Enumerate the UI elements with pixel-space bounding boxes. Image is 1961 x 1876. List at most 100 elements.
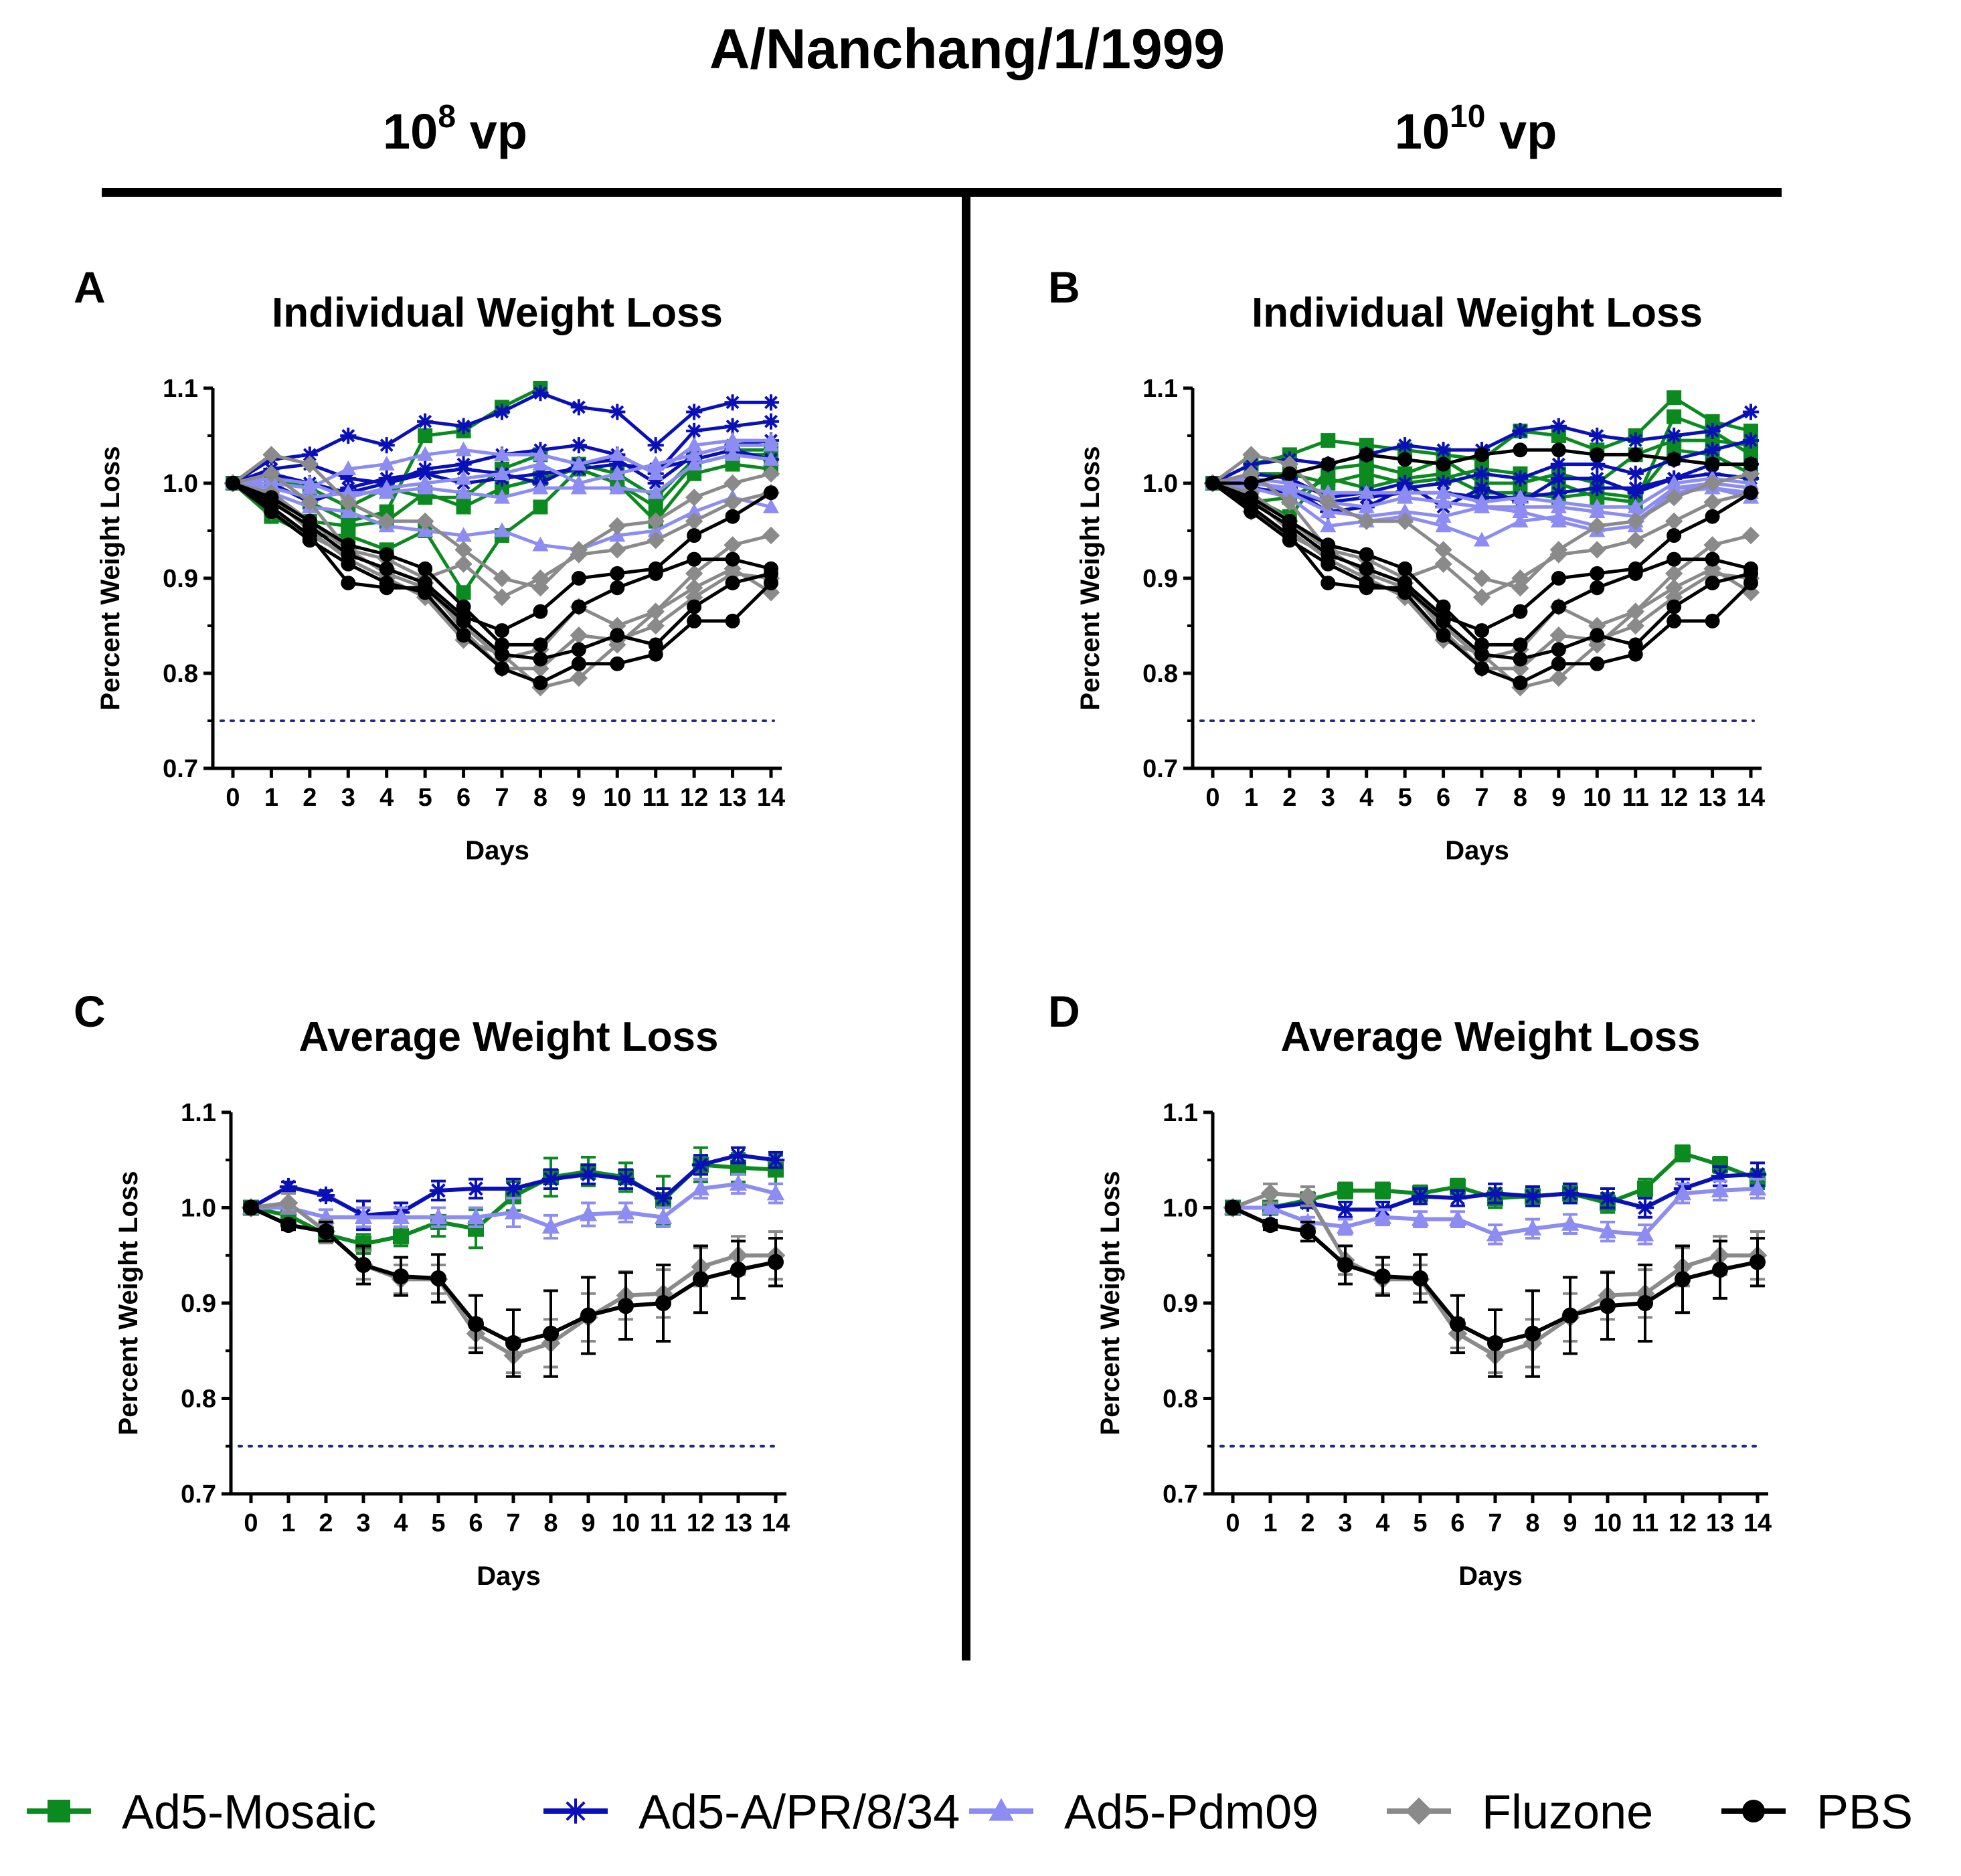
y-tick-label: 1.1 (163, 375, 198, 403)
data-point (1637, 1181, 1653, 1197)
data-point (1358, 498, 1375, 513)
x-tick-label: 3 (341, 784, 355, 812)
y-tick-label: 0.9 (1163, 1290, 1198, 1318)
data-point (1395, 512, 1414, 530)
data-point (1590, 656, 1605, 671)
x-tick-label: 6 (1436, 784, 1450, 812)
data-point (1742, 432, 1760, 449)
data-point (1525, 1325, 1541, 1342)
data-point (571, 571, 586, 586)
data-point (1589, 427, 1606, 444)
data-point (533, 651, 548, 667)
legend-marker (1742, 1800, 1765, 1822)
data-point (493, 569, 511, 588)
x-tick-label: 12 (680, 784, 708, 812)
data-point (1242, 464, 1260, 483)
data-point (1667, 452, 1682, 467)
x-tick-label: 5 (1413, 1509, 1427, 1537)
data-point (571, 642, 586, 657)
data-point (1397, 437, 1414, 454)
data-point (1627, 498, 1644, 513)
data-point (1626, 616, 1644, 635)
data-point (762, 498, 780, 513)
data-point (647, 484, 664, 499)
data-point (454, 541, 473, 559)
data-point (570, 669, 588, 687)
data-point (1357, 512, 1375, 530)
x-tick-label: 6 (468, 1509, 483, 1537)
x-tick-label: 12 (1660, 784, 1688, 812)
data-point (1280, 493, 1299, 511)
data-point (768, 1254, 784, 1270)
data-point (429, 1181, 448, 1200)
legend-item-ad5-pdm09: Ad5-Pdm09 (969, 1786, 1318, 1839)
data-point (466, 1179, 485, 1198)
data-point (1703, 493, 1721, 511)
data-point (1448, 1189, 1467, 1207)
x-tick-label: 0 (1205, 784, 1219, 812)
panel-letter-d: D (1048, 987, 1080, 1036)
data-point (466, 1207, 485, 1224)
data-point (532, 446, 549, 461)
data-point (1397, 484, 1414, 499)
data-point (1320, 471, 1336, 486)
data-point (762, 436, 780, 452)
data-point (1705, 509, 1720, 524)
data-point (416, 512, 434, 530)
x-tick-label: 1 (281, 1509, 295, 1537)
data-point (685, 564, 703, 583)
data-point (543, 1325, 559, 1342)
data-point (580, 1307, 596, 1324)
data-point (766, 1184, 785, 1201)
data-point (610, 580, 625, 596)
data-point (541, 1170, 560, 1188)
x-tick-label: 3 (356, 1509, 370, 1537)
data-point (417, 413, 434, 430)
y-tick-label: 0.7 (181, 1480, 216, 1509)
data-point (456, 499, 471, 515)
data-point (456, 599, 471, 614)
x-tick-label: 2 (1300, 1509, 1314, 1537)
data-point (1667, 390, 1682, 406)
data-point (1704, 442, 1721, 458)
data-point (378, 455, 395, 471)
data-point (493, 404, 511, 420)
x-tick-label: 13 (1698, 784, 1726, 812)
x-axis-label: Days (1445, 836, 1509, 865)
y-tick-label: 0.9 (181, 1290, 216, 1318)
data-point (654, 1207, 673, 1224)
data-point (1512, 422, 1529, 439)
data-point (1486, 1225, 1505, 1242)
data-point (618, 1298, 634, 1314)
data-point (1626, 512, 1644, 530)
data-point (1205, 476, 1220, 491)
data-point (504, 1203, 523, 1219)
data-point (1513, 604, 1528, 619)
data-point (570, 479, 587, 495)
data-point (1549, 545, 1568, 564)
data-point (1665, 489, 1683, 507)
legend-marker (563, 1798, 588, 1824)
data-point (1435, 484, 1452, 499)
data-point (1434, 555, 1452, 573)
data-point (1412, 1270, 1428, 1286)
data-point (686, 446, 703, 461)
data-point (1512, 498, 1529, 513)
data-point (1487, 1335, 1503, 1351)
x-tick-label: 2 (1282, 784, 1296, 812)
y-tick-label: 0.8 (1163, 1385, 1198, 1414)
data-point (455, 460, 472, 477)
series-pbs (1205, 476, 1758, 691)
data-point (504, 1179, 523, 1198)
x-tick-label: 7 (495, 784, 509, 812)
data-point (1474, 447, 1489, 462)
data-point (533, 499, 548, 515)
data-point (609, 479, 626, 495)
x-tick-label: 8 (1525, 1509, 1539, 1537)
data-point (1320, 484, 1337, 499)
data-point (1667, 599, 1682, 614)
data-point (1667, 613, 1682, 628)
data-point (533, 637, 548, 653)
data-point (417, 446, 434, 461)
data-point (723, 474, 742, 493)
